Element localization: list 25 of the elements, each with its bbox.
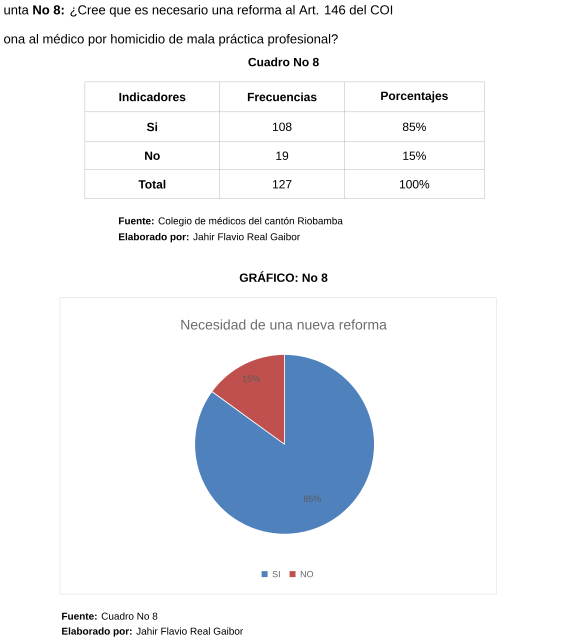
text: GRÁFICO: No 8 bbox=[240, 271, 328, 282]
legend-label: SI bbox=[272, 570, 280, 578]
text: Fuente: Colegio de médicos del cantón Riobamba bbox=[118, 216, 343, 226]
text: 15% bbox=[403, 152, 426, 160]
text: Porcentajes bbox=[381, 91, 448, 102]
chart-title: Necesidad de una nueva reforma bbox=[181, 319, 387, 330]
text: 19 bbox=[276, 152, 288, 160]
text: Fuente: Cuadro No 8 bbox=[62, 612, 158, 620]
text: Indicadores bbox=[119, 92, 186, 102]
text: 85% bbox=[402, 122, 426, 132]
text: 127 bbox=[272, 180, 292, 188]
text: ona al médico por homicidio de mala práctica profesional? bbox=[4, 34, 338, 46]
data-label: 15% bbox=[242, 376, 260, 382]
text: Elaborado por: Jahir Flavio Real Gaibor bbox=[118, 232, 300, 242]
text: No bbox=[145, 152, 160, 160]
text: Total bbox=[138, 180, 166, 189]
text: Frecuencias bbox=[248, 92, 316, 102]
legend-label: NO bbox=[300, 570, 314, 578]
text: Cuadro No 8 bbox=[248, 58, 319, 66]
text: Si bbox=[146, 122, 158, 132]
text: Elaborado por: Jahir Flavio Real Gaibor bbox=[62, 627, 243, 637]
text: 108 bbox=[272, 122, 292, 132]
text: 100% bbox=[400, 180, 430, 188]
data-label: 85% bbox=[304, 496, 321, 502]
text: unta No 8: ¿Cree que es necesario una reforma al Art. 146 del COI bbox=[4, 4, 392, 18]
